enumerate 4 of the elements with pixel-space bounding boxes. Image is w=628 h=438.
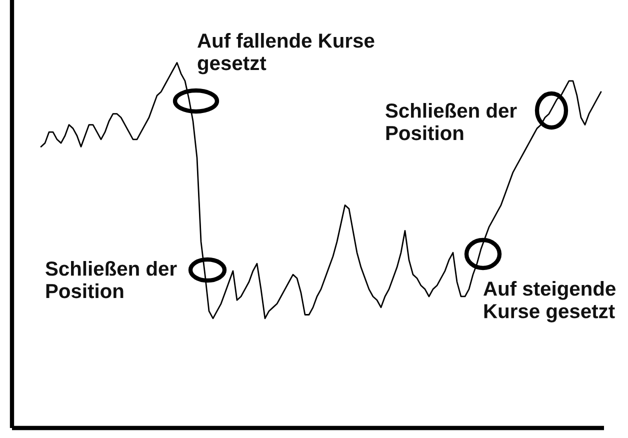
annotation: Schließen der Position [46, 261, 177, 298]
annotation: Auf fallende Kurse gesetzt [198, 33, 374, 74]
annotation: Auf steigende Kurse gesetzt [484, 281, 616, 322]
annotation: Schließen der Position [386, 103, 517, 140]
